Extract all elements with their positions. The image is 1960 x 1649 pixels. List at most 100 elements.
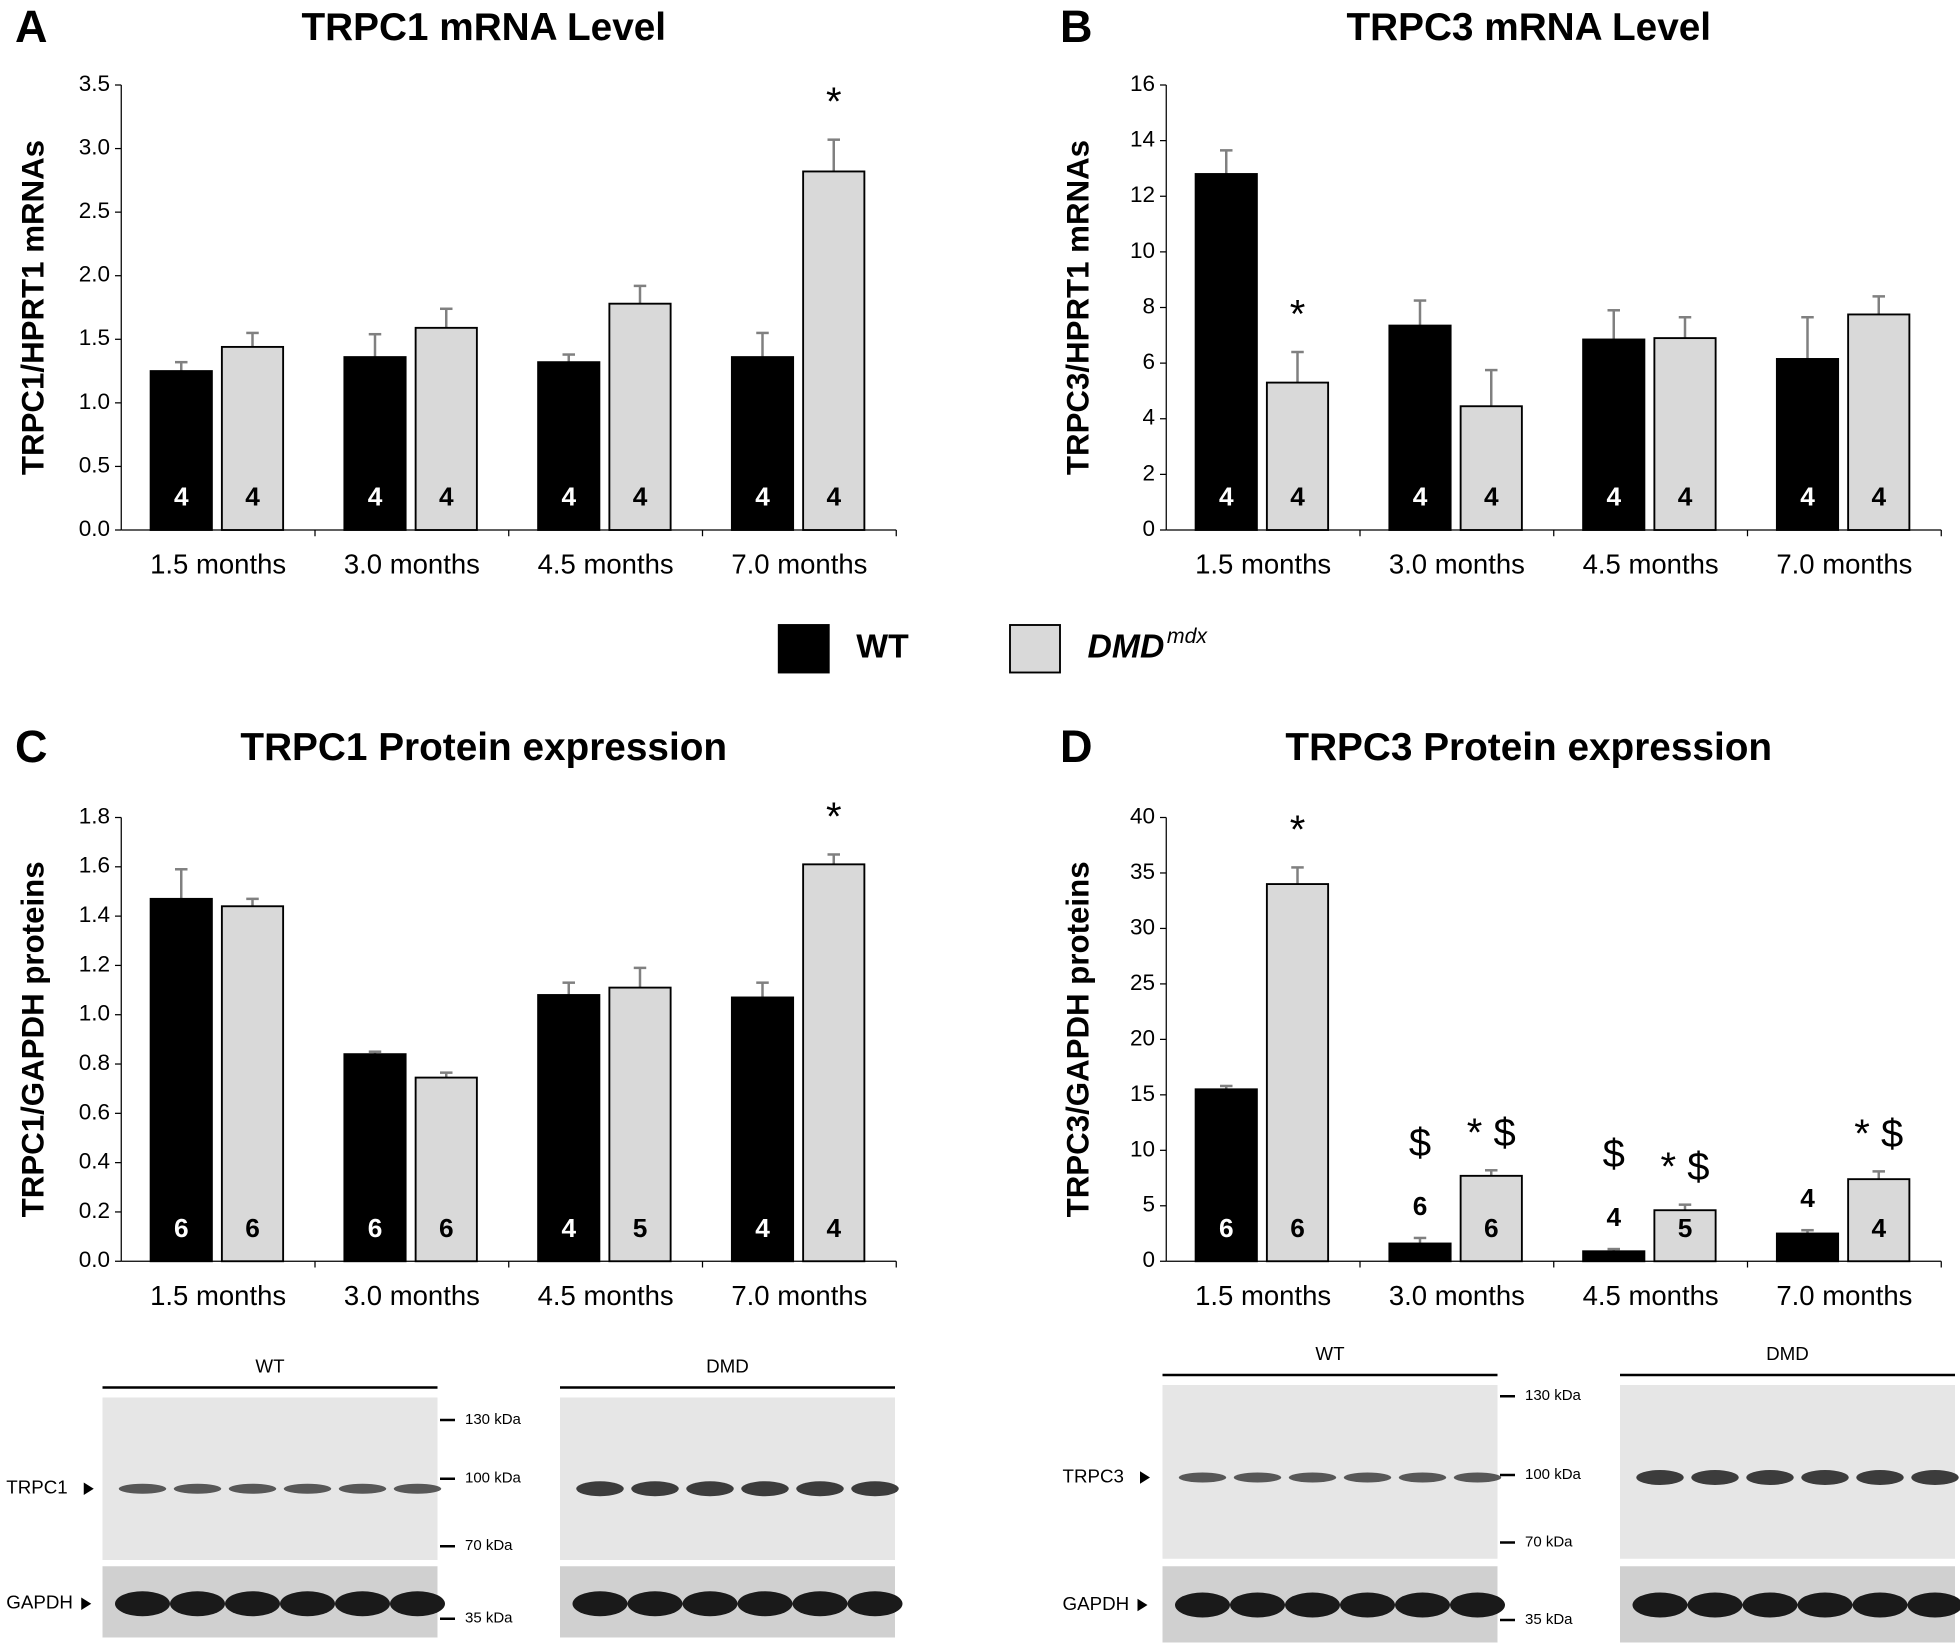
protein-arrow [1140,1471,1150,1484]
panel-letter: C [15,721,48,772]
marker-label: 100 kDa [1525,1466,1582,1483]
n-label: 4 [561,1213,576,1243]
blot-band [792,1591,848,1617]
blot-band [1746,1470,1794,1485]
bar [1388,324,1452,531]
blot-band [390,1591,445,1617]
panel-letter: A [15,1,48,52]
significance-mark: * $ [1467,1111,1516,1155]
y-tick-label: 0 [1142,1247,1155,1272]
marker-label: 35 kDa [1525,1611,1573,1628]
n-label: 4 [439,482,454,512]
n-label: 4 [633,482,648,512]
blot-band [1343,1472,1392,1483]
y-axis-label: TRPC3/GAPDH proteins [1060,861,1095,1217]
n-label: 4 [1871,482,1886,512]
bar [730,356,795,531]
panel-letter: D [1060,721,1093,772]
protein-arrow [83,1482,94,1495]
n-label: 4 [1871,1213,1886,1243]
blot-band [393,1483,442,1494]
bar [343,356,407,531]
protein-label: TRPC1 [6,1477,67,1498]
blot-band [1742,1592,1798,1618]
bar [1388,1242,1452,1263]
blot-band [228,1483,277,1494]
y-tick-label: 5 [1142,1192,1155,1217]
y-tick-label: 0.4 [79,1149,110,1174]
x-tick-label: 4.5 months [538,549,674,580]
significance-mark: * [826,795,842,839]
n-label: 4 [1678,482,1693,512]
blot-band [170,1591,225,1617]
y-tick-label: 2 [1142,460,1155,485]
y-tick-label: 1.0 [79,1001,110,1026]
blot-band [1395,1592,1450,1618]
y-tick-label: 1.5 [79,325,110,350]
blot-group-label: DMD [1766,1343,1809,1364]
n-label: 4 [755,482,770,512]
bar [149,370,213,531]
blot-membrane [102,1397,438,1560]
y-tick-label: 12 [1130,182,1155,207]
marker-label: 100 kDa [465,1470,522,1487]
x-tick-label: 3.0 months [1389,1280,1525,1311]
blot-band [118,1483,167,1494]
y-tick-label: 2.5 [79,198,110,223]
blot-band [173,1483,222,1494]
y-tick-label: 1.2 [79,951,110,976]
blot-band [741,1481,789,1497]
y-tick-label: 4 [1142,405,1155,430]
x-tick-label: 1.5 months [150,549,286,580]
n-label: 6 [1413,1191,1428,1221]
n-label: 4 [1800,1183,1815,1213]
protein-arrow [1137,1598,1148,1612]
y-tick-label: 0.6 [79,1099,110,1124]
x-tick-label: 4.5 months [1583,549,1719,580]
n-label: 4 [826,482,841,512]
n-label: 4 [174,482,189,512]
blot-band [1687,1592,1743,1618]
x-tick-label: 7.0 months [731,1280,867,1311]
n-label: 4 [1606,1202,1621,1232]
blot-band [280,1591,335,1617]
blot-membrane [1162,1385,1498,1559]
blot-band [1175,1592,1230,1618]
panel-letter: B [1060,1,1093,52]
legend-label: DMD [1088,628,1165,666]
legend-swatch [1009,624,1061,674]
bar [1653,1209,1717,1263]
blot-band [1911,1470,1959,1485]
blot-band [1450,1592,1505,1618]
blot-band [796,1481,844,1497]
y-tick-label: 40 [1130,803,1155,828]
y-tick-label: 1.4 [79,902,110,927]
y-tick-label: 8 [1142,293,1155,318]
legend-label: WT [856,628,909,666]
blot-band [1636,1470,1684,1485]
significance-mark: * [1290,808,1306,852]
blot-band [686,1481,734,1497]
bar [1265,883,1330,1263]
significance-mark: $ [1409,1121,1431,1165]
blot-band [1230,1592,1285,1618]
bar [414,326,478,531]
n-label: 5 [633,1213,648,1243]
significance-mark: * $ [1661,1145,1710,1189]
bar [1847,1178,1911,1263]
bar [1265,381,1330,531]
y-tick-label: 20 [1130,1025,1155,1050]
y-tick-label: 0.0 [79,1247,110,1272]
bar [1775,1232,1840,1263]
marker-label: 130 kDa [465,1411,522,1428]
bar [1847,313,1911,531]
y-tick-label: 14 [1130,127,1155,152]
marker-label: 35 kDa [465,1610,513,1627]
blot-band [1288,1472,1337,1483]
chart-title: TRPC1 mRNA Level [301,6,666,49]
bar [1459,405,1523,531]
bar [220,905,285,1263]
marker-label: 70 kDa [465,1537,513,1554]
blot-band [1801,1470,1849,1485]
n-label: 4 [245,482,260,512]
